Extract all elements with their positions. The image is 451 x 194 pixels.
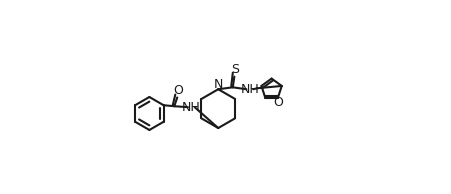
- Text: S: S: [231, 63, 239, 76]
- Text: N: N: [213, 78, 222, 92]
- Text: NH: NH: [240, 83, 259, 96]
- Text: O: O: [172, 84, 182, 97]
- Text: O: O: [273, 96, 283, 109]
- Text: NH: NH: [182, 101, 200, 114]
